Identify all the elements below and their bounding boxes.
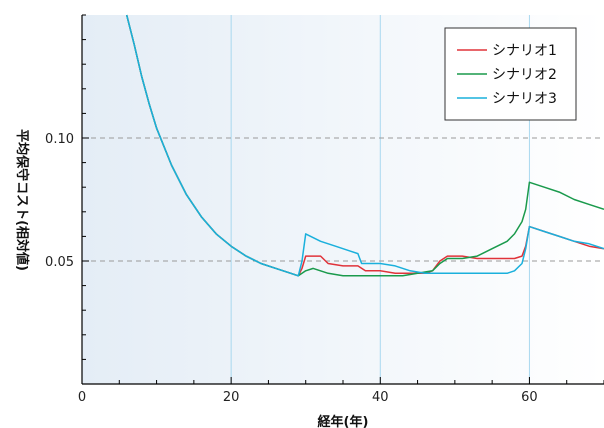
legend-label-3: シナリオ3 xyxy=(492,91,557,107)
x-tick-label: 20 xyxy=(223,390,240,405)
legend-label-1: シナリオ1 xyxy=(492,43,557,59)
x-tick-label: 40 xyxy=(372,390,389,405)
series-line-3 xyxy=(125,14,604,277)
y-axis-title: 平均保守コスト(相対値) xyxy=(14,129,30,271)
y-tick-label: 0.10 xyxy=(45,132,74,147)
tick-label-layer: 0 20 40 60 0.05 0.10 xyxy=(45,132,538,405)
legend-label-2: シナリオ2 xyxy=(492,67,557,83)
x-axis-title: 経年(年) xyxy=(318,414,369,428)
y-tick-label: 0.05 xyxy=(45,255,74,270)
series-layer xyxy=(125,14,604,277)
x-tick-label: 0 xyxy=(78,390,86,405)
legend: シナリオ1 シナリオ2 シナリオ3 xyxy=(444,27,577,121)
x-tick-label: 60 xyxy=(521,390,538,405)
axis-layer xyxy=(81,14,604,385)
